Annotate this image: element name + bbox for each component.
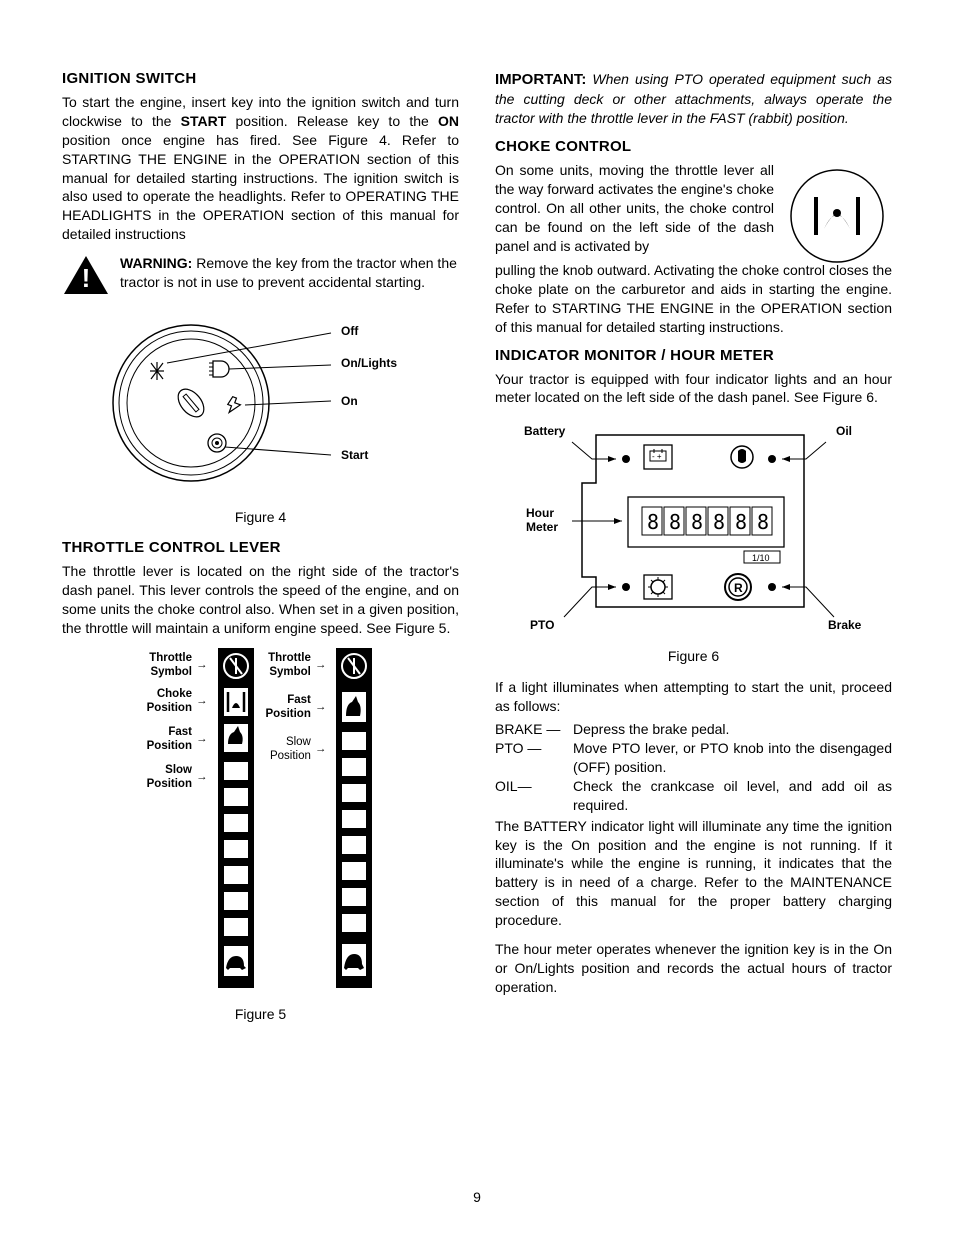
choke-heading: CHOKE CONTROL [495, 138, 892, 155]
throttle-strip-left [216, 648, 256, 988]
important-block: IMPORTANT: When using PTO operated equip… [495, 70, 892, 128]
fig4-on-label: On [341, 394, 358, 408]
fig6-hour-label-2: Meter [526, 520, 558, 534]
svg-text:8: 8 [757, 510, 769, 534]
svg-text:8: 8 [669, 510, 681, 534]
throttle-strip-right [334, 648, 374, 988]
warning-text: WARNING: Remove the key from the tractor… [120, 254, 459, 296]
choke-body-after: pulling the knob outward. Activating the… [495, 261, 892, 337]
svg-text:8: 8 [713, 510, 725, 534]
throttle-body: The throttle lever is located on the rig… [62, 562, 459, 638]
fig6-oil-label: Oil [836, 424, 852, 438]
fig4-start-label: Start [341, 448, 368, 462]
figure-6-caption: Figure 6 [495, 648, 892, 664]
ignition-heading: IGNITION SWITCH [62, 70, 459, 87]
warning-block: ! WARNING: Remove the key from the tract… [62, 254, 459, 296]
fig6-brake-label: Brake [828, 618, 862, 632]
svg-text:8: 8 [691, 510, 703, 534]
figure-5-caption: Figure 5 [62, 1006, 459, 1022]
figure-5: ThrottleSymbol→ ChokePosition→ FastPosit… [62, 648, 459, 988]
indicator-heading: INDICATOR MONITOR / HOUR METER [495, 347, 892, 364]
ignition-switch-diagram: Off On/Lights On Start [96, 308, 426, 498]
fig4-off-label: Off [341, 324, 359, 338]
figure-4: Off On/Lights On Start Figure 4 [62, 308, 459, 525]
throttle-heading: THROTTLE CONTROL LEVER [62, 539, 459, 556]
page-number: 9 [0, 1189, 954, 1205]
choke-knob-icon [782, 161, 892, 271]
indicator-panel-diagram: - + 8 8 8 8 8 8 [504, 417, 884, 637]
indicator-battery-para: The BATTERY indicator light will illumin… [495, 817, 892, 930]
fig4-onlights-label: On/Lights [341, 356, 397, 370]
svg-text:- +: - + [652, 452, 662, 461]
indicator-intro: Your tractor is equipped with four indic… [495, 370, 892, 408]
fig6-tenth-label: 1/10 [752, 553, 770, 563]
figure-6: - + 8 8 8 8 8 8 [495, 417, 892, 664]
svg-text:8: 8 [735, 510, 747, 534]
fig6-hour-label-1: Hour [526, 506, 554, 520]
left-column: IGNITION SWITCH To start the engine, ins… [62, 70, 459, 1036]
warning-triangle-icon: ! [62, 254, 110, 296]
svg-text:8: 8 [647, 510, 659, 534]
fig6-pto-label: PTO [530, 618, 554, 632]
fig6-battery-label: Battery [524, 424, 566, 438]
ignition-body: To start the engine, insert key into the… [62, 93, 459, 244]
svg-text:!: ! [82, 263, 91, 293]
figure-4-caption: Figure 4 [62, 509, 459, 525]
right-column: IMPORTANT: When using PTO operated equip… [495, 70, 892, 1036]
indicator-proceed: If a light illuminates when attempting t… [495, 678, 892, 716]
indicator-steps: BRAKE —Depress the brake pedal. PTO —Mov… [495, 720, 892, 814]
indicator-hour-para: The hour meter operates whenever the ign… [495, 940, 892, 997]
svg-text:R: R [734, 581, 743, 595]
